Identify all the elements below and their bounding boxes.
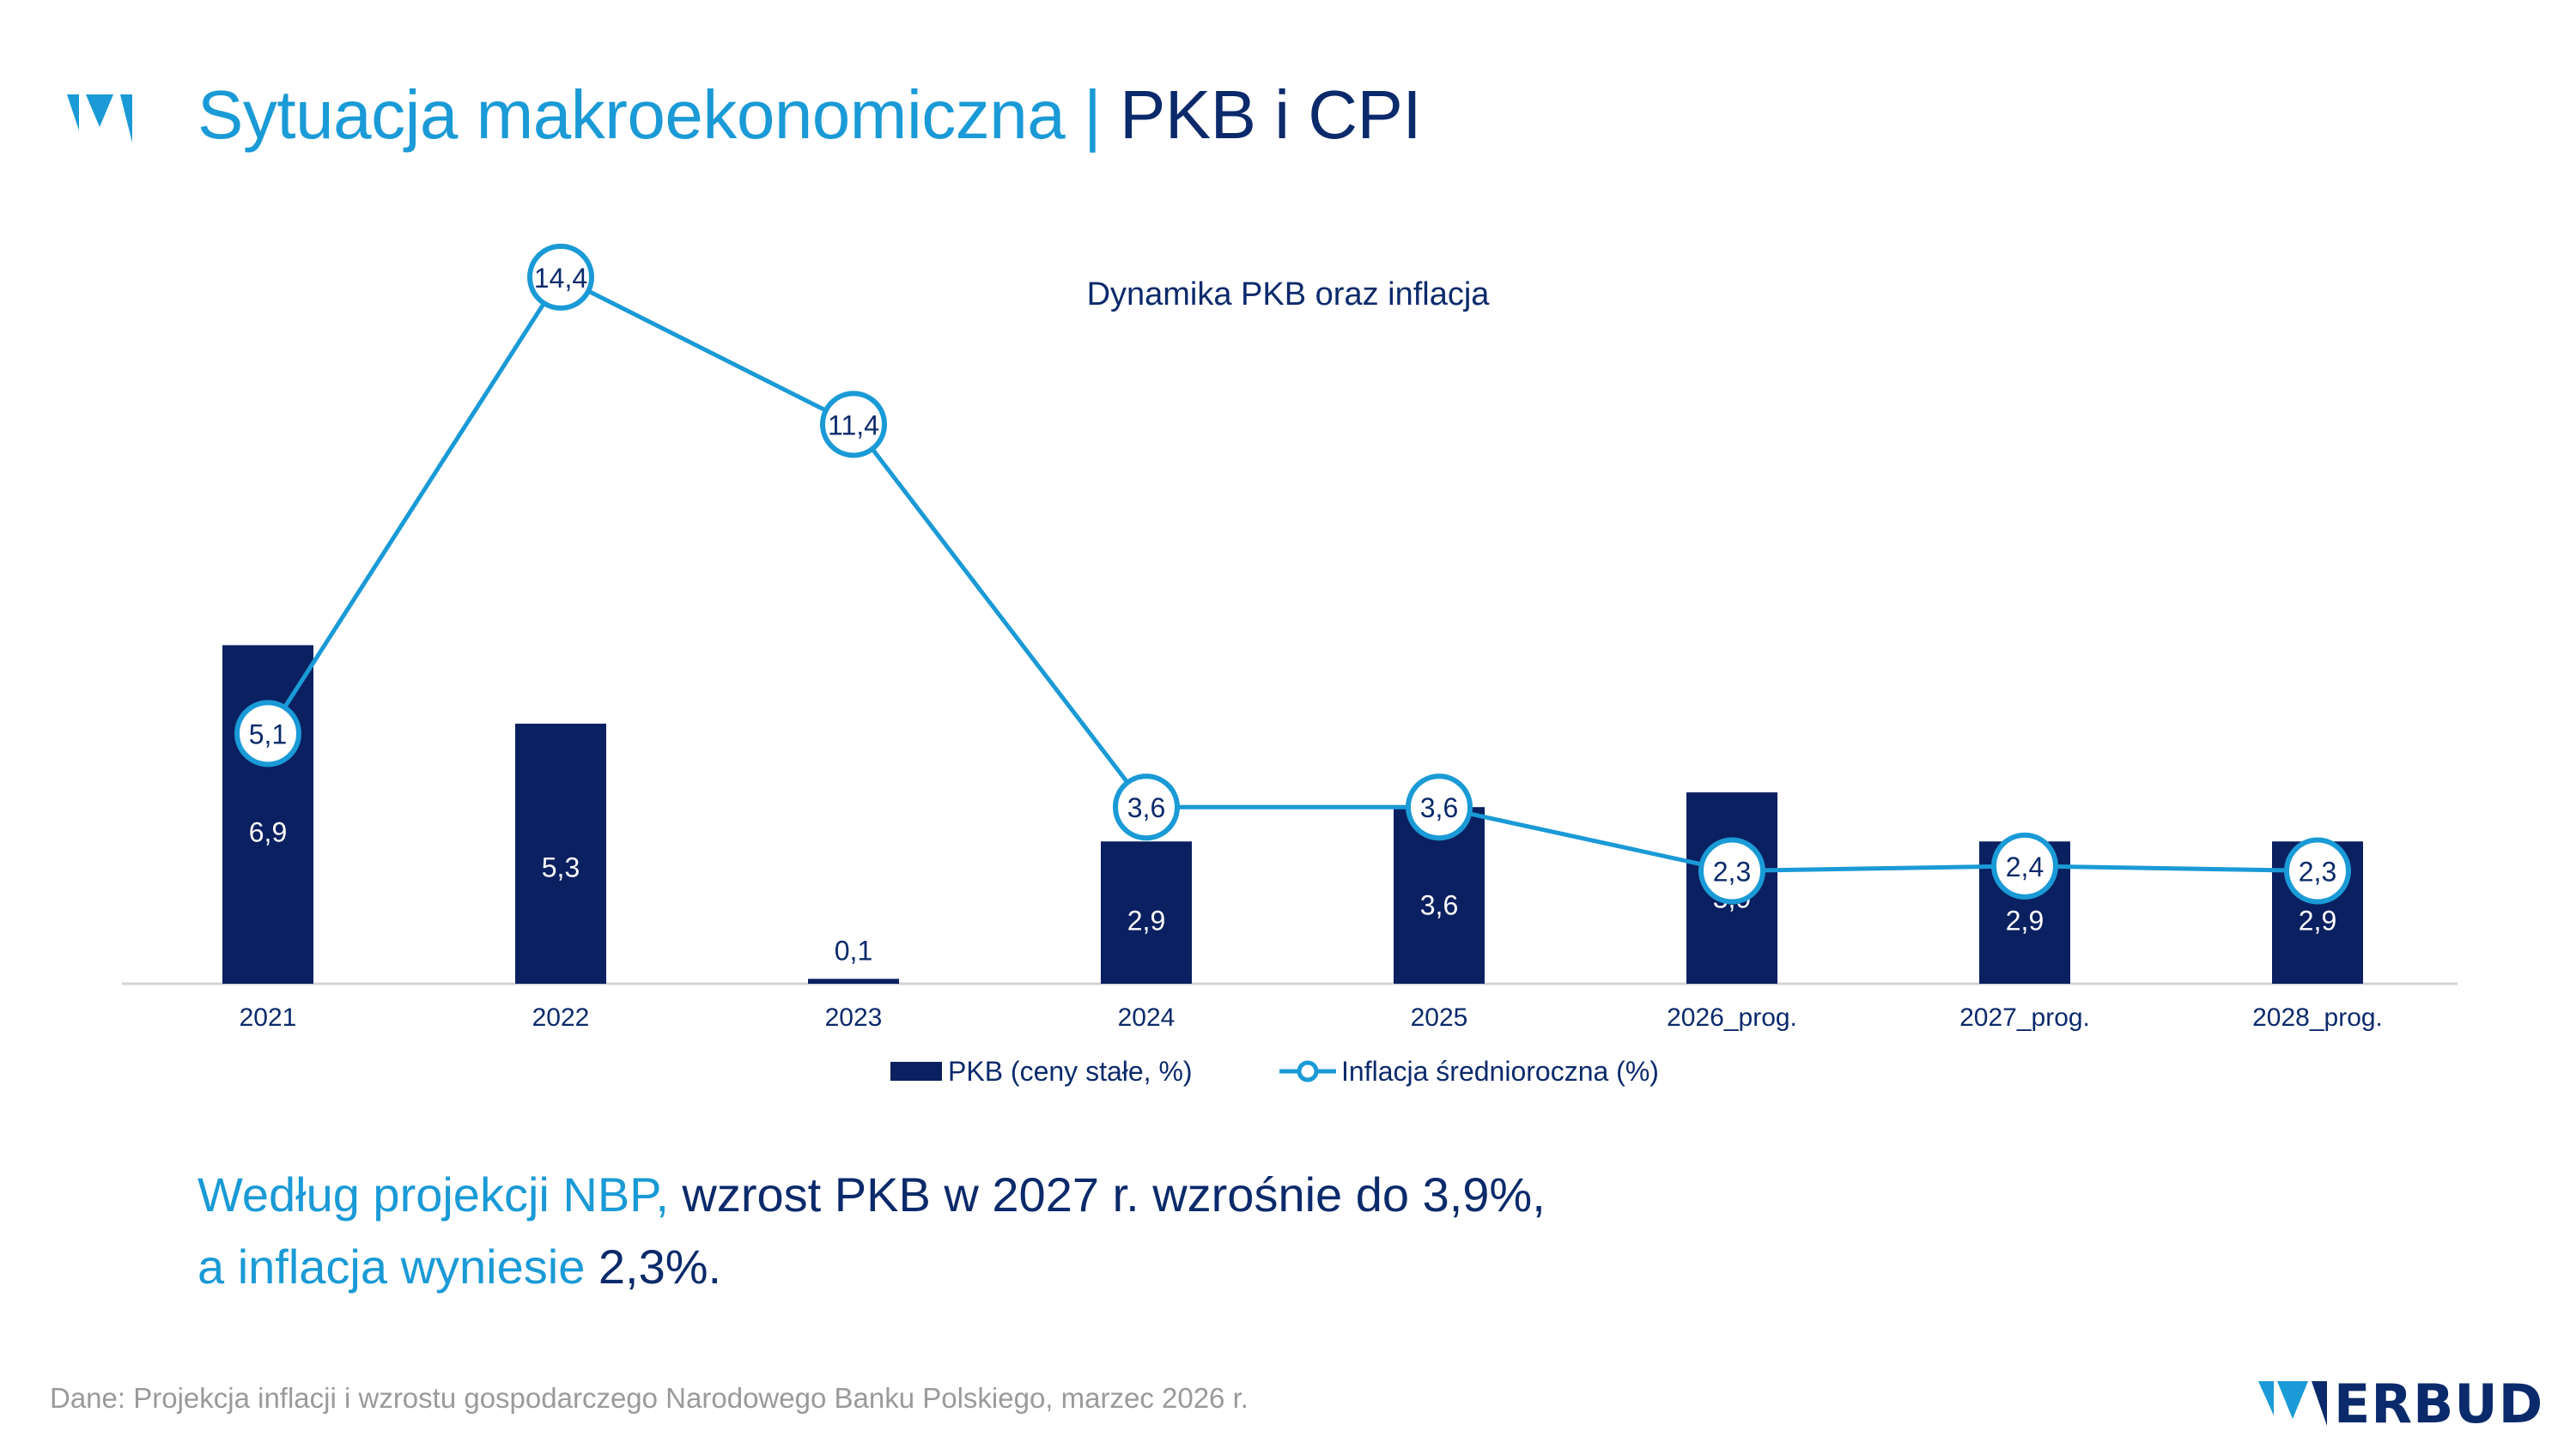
company-logo-icon [67, 94, 132, 142]
brand-logo: ERBUD [2258, 1372, 2544, 1435]
x-tick-label: 2022 [532, 1003, 590, 1032]
inflation-point [2284, 837, 2351, 905]
legend-line-marker [1297, 1060, 1319, 1082]
inflation-value-label: 11,4 [828, 409, 879, 440]
x-tick-label: 2025 [1411, 1003, 1468, 1032]
inflation-line [265, 275, 2318, 874]
inflation-point [527, 243, 594, 311]
inflation-point [1113, 773, 1180, 841]
page-title-sub: PKB i CPI [1119, 76, 1422, 153]
bar-value-label: 6,9 [249, 817, 287, 848]
summary-line2-part2: 2,3%. [585, 1240, 722, 1294]
inflation-point [820, 391, 887, 458]
inflation-point [234, 700, 301, 767]
bar-value-label: 0,1 [835, 935, 872, 966]
legend-line-label: Inflacja średnioroczna (%) [1341, 1056, 1659, 1087]
page-title-separator: | [1083, 76, 1102, 153]
bar-value-label: 3,6 [1420, 889, 1458, 920]
inflation-value-label: 2,4 [2006, 852, 2044, 882]
bar-value-label: 2,9 [1127, 905, 1165, 936]
chart-title: Dynamika PKB oraz inflacja [1087, 276, 1491, 312]
inflation-point [1406, 773, 1473, 841]
summary-line1-part2: wzrost PKB w 2027 r. wzrośnie do 3,9%, [668, 1167, 1546, 1222]
bar-2022 [515, 724, 606, 984]
x-tick-label: 2021 [240, 1003, 297, 1032]
inflation-value-label: 3,6 [1127, 792, 1165, 823]
line-series: 5,1 14,4 11,4 3,6 3,6 2,3 2,4 2,3 [234, 243, 2351, 905]
inflation-value-label: 2,3 [2299, 857, 2336, 888]
inflation-point [1698, 837, 1765, 905]
x-tick-label: 2024 [1118, 1003, 1176, 1032]
brand-name: ERBUD [2334, 1372, 2544, 1435]
x-tick-label: 2026_prog. [1667, 1003, 1797, 1032]
inflation-value-label: 3,6 [1420, 792, 1458, 823]
brand-mark-icon [2258, 1381, 2327, 1426]
inflation-point [1991, 832, 2058, 900]
bar-series: 6,95,30,12,93,63,92,92,9 [222, 645, 2363, 984]
x-tick-label: 2023 [825, 1003, 883, 1032]
summary-line1-part1: Według projekcji NBP, [197, 1167, 669, 1222]
legend-bar-label: PKB (ceny stałe, %) [948, 1056, 1193, 1087]
summary-line2-part1: a inflacja wyniesie [197, 1240, 586, 1294]
page-title-main: Sytuacja makroekonomiczna [197, 76, 1066, 153]
bar-value-label: 2,9 [2299, 905, 2336, 936]
x-tick-label: 2027_prog. [1959, 1003, 2090, 1032]
inflation-value-label: 14,4 [534, 263, 587, 294]
bar-value-label: 5,3 [542, 852, 580, 883]
bar-2023 [808, 979, 899, 984]
legend-bar-swatch [890, 1062, 942, 1081]
bar-value-label: 2,9 [2006, 905, 2044, 936]
x-tick-labels: 2021 2022 2023 2024 2025 2026_prog. 2027_prog.… [240, 1003, 2383, 1032]
bar-2021 [222, 645, 313, 984]
source-note: Dane: Projekcja inflacji i wzrostu gospo… [50, 1382, 1249, 1414]
summary-text: Według projekcji NBP, wzrost PKB w 2027 … [197, 1159, 1546, 1303]
bar-2024 [1101, 841, 1192, 984]
page-title: Sytuacja makroekonomiczna | PKB i CPI [197, 76, 1422, 155]
inflation-value-label: 2,3 [1713, 857, 1751, 888]
x-tick-label: 2028_prog. [2252, 1003, 2383, 1032]
legend: PKB (ceny stałe, %) Inflacja średnioroczn… [890, 1056, 1659, 1087]
inflation-value-label: 5,1 [249, 718, 287, 749]
